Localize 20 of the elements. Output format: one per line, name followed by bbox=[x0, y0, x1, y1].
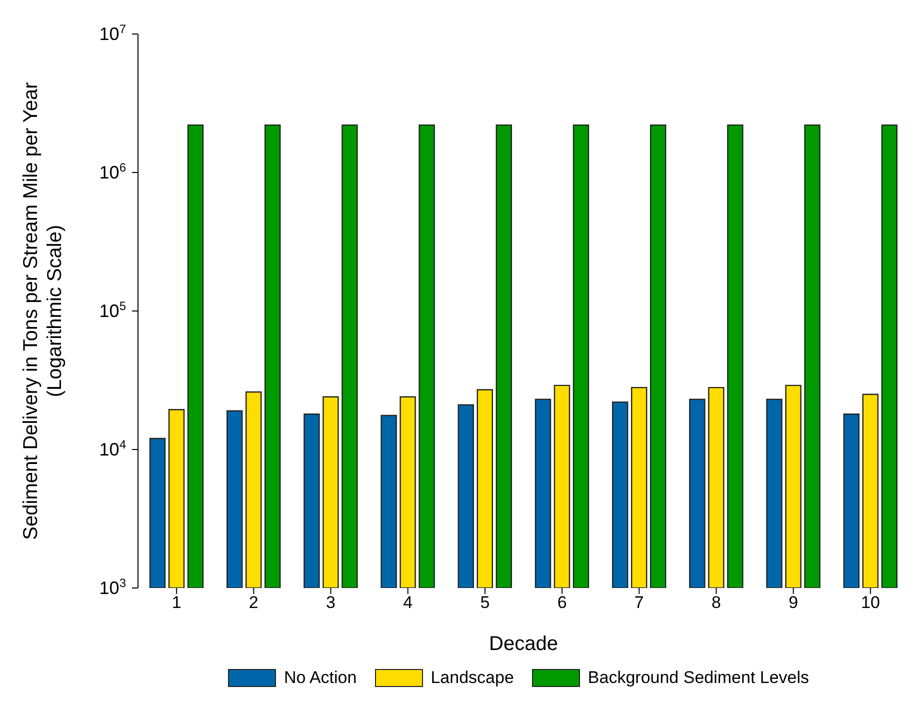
legend-label: Background Sediment Levels bbox=[588, 668, 810, 688]
x-tick-label: 9 bbox=[788, 593, 798, 612]
x-tick-label: 1 bbox=[172, 593, 182, 612]
y-tick-label: 10$^{3}$ bbox=[99, 576, 126, 598]
x-tick-label: 7 bbox=[634, 593, 644, 612]
x-tick-label: 8 bbox=[712, 593, 721, 612]
y-axis-title: Sediment Delivery in Tons per Stream Mile per Year (Logarithmic Scale) bbox=[19, 82, 67, 540]
x-tick-label: 4 bbox=[403, 593, 413, 612]
x-axis-title: Decade bbox=[489, 633, 558, 655]
x-tick-label: 10 bbox=[860, 593, 880, 612]
y-tick-label: 10$^{4}$ bbox=[99, 438, 126, 460]
x-tick-label: 6 bbox=[557, 593, 567, 612]
x-tick-label: 5 bbox=[480, 593, 490, 612]
y-tick-label: 10$^{5}$ bbox=[99, 299, 126, 321]
x-tick-label: 3 bbox=[326, 593, 336, 612]
x-tick-label: 2 bbox=[248, 593, 258, 612]
y-tick-label: 10$^{7}$ bbox=[99, 22, 126, 44]
legend-label: No Action bbox=[284, 668, 357, 688]
y-tick-label: 10$^{6}$ bbox=[99, 160, 126, 182]
legend-label: Landscape bbox=[430, 668, 514, 688]
